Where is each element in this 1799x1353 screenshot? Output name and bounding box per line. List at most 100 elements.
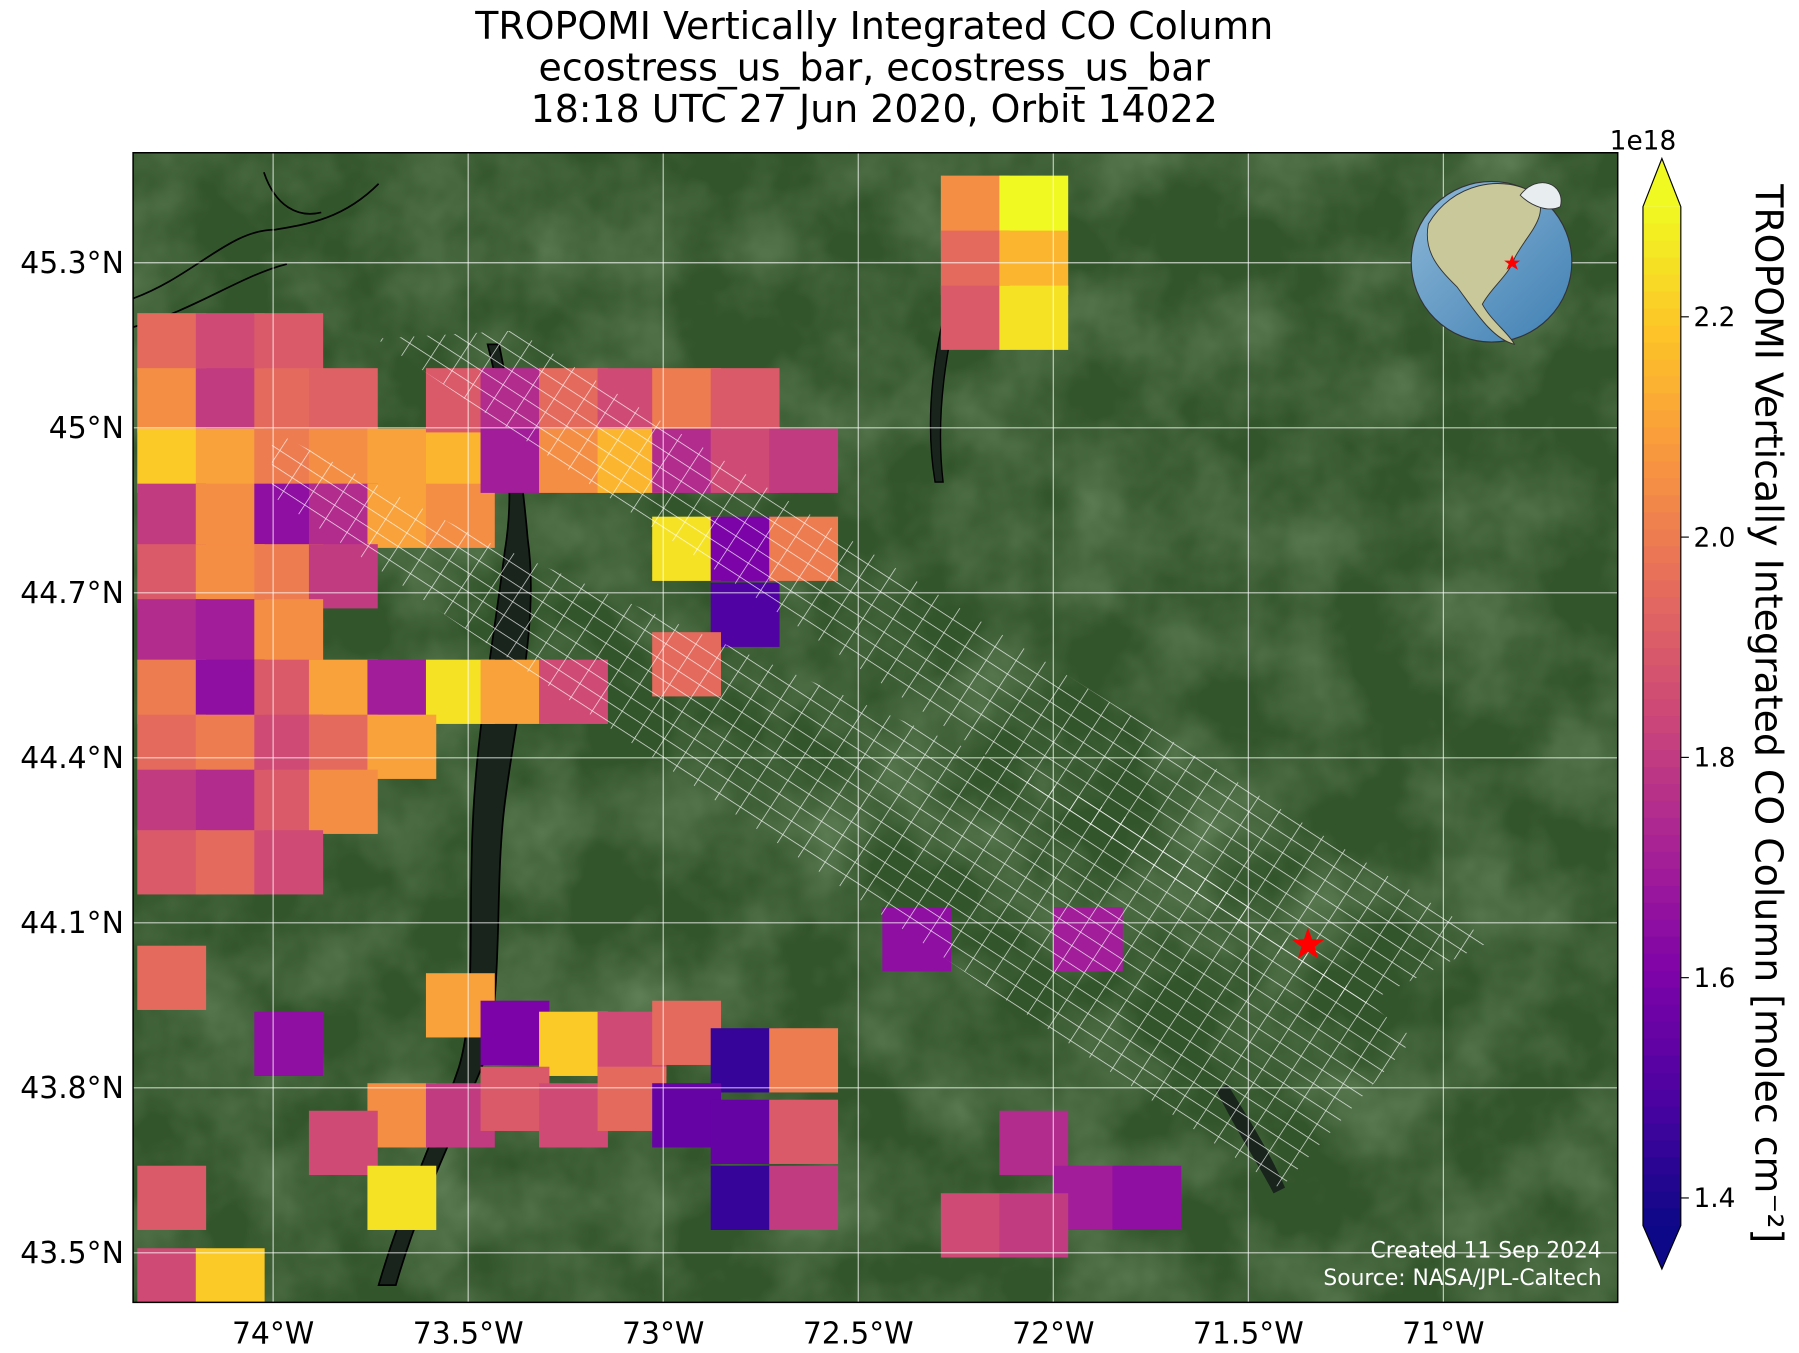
colorbar-segment: [1642, 1038, 1681, 1057]
co-pixel: [137, 313, 207, 378]
y-tick-label: 44.7°N: [20, 576, 124, 611]
co-pixel: [195, 599, 265, 664]
colorbar-segment: [1642, 1208, 1681, 1227]
co-pixel: [137, 945, 207, 1010]
colorbar-segment: [1642, 682, 1681, 700]
co-pixel: [195, 659, 265, 724]
colorbar-segment: [1642, 817, 1681, 836]
co-pixel: [137, 428, 207, 493]
colorbar-segment: [1642, 546, 1681, 564]
axes: 74°W 73.5°W 73°W 72.5°W 72°W 71.5°W 71°W 43.5°N…: [20, 246, 1484, 1352]
colorbar-segment: [1642, 1021, 1681, 1040]
co-pixel: [769, 1099, 839, 1164]
co-pixel: [137, 1248, 207, 1303]
colorbar-segment: [1642, 274, 1681, 293]
co-pixel: [710, 1099, 780, 1164]
y-tick-label: 44.4°N: [20, 741, 124, 776]
colorbar-segment: [1642, 393, 1681, 412]
colorbar-segment: [1642, 919, 1681, 938]
co-pixel: [254, 599, 324, 664]
chart-title: TROPOMI Vertically Integrated CO Column: [474, 4, 1273, 48]
co-pixel: [940, 285, 1010, 350]
co-pixel: [710, 1028, 780, 1093]
co-pixel: [137, 769, 207, 834]
colorbar-segment: [1642, 716, 1681, 734]
colorbar-segment: [1642, 784, 1681, 802]
x-tick-label: 74°W: [232, 1317, 314, 1352]
co-pixel: [999, 1110, 1069, 1175]
y-tick-label: 45°N: [49, 411, 124, 446]
colorbar-segment: [1642, 970, 1681, 989]
co-pixel: [367, 1165, 437, 1230]
co-pixel: [137, 714, 207, 779]
colorbar-offset-label: 1e18: [1610, 126, 1677, 156]
colorbar-label: TROPOMI Vertically Integrated CO Column …: [1746, 183, 1790, 1243]
y-tick-label: 43.8°N: [20, 1071, 124, 1106]
colorbar-segment: [1642, 868, 1681, 887]
colorbar-segment: [1642, 529, 1681, 547]
colorbar-tick-label: 1.8: [1693, 744, 1735, 774]
colorbar-segment: [1642, 1106, 1681, 1125]
co-pixel: [195, 483, 265, 548]
swath-footprint: [271, 430, 1414, 1189]
chart-title: ecostress_us_bar, ecostress_us_bar: [539, 45, 1211, 89]
colorbar-tick-label: 1.4: [1693, 1184, 1735, 1214]
colorbar-segment: [1642, 750, 1681, 768]
colorbar-segment: [1642, 733, 1681, 751]
map-frame: [132, 152, 1619, 1304]
colorbar-segment: [1642, 1174, 1681, 1193]
colorbar-segment: [1642, 936, 1681, 955]
colorbar-segment: [1642, 1055, 1681, 1074]
colorbar-segment: [1642, 563, 1681, 581]
colorbar-segment: [1642, 1089, 1681, 1108]
co-pixel: [254, 1011, 324, 1076]
colorbar-segment: [1642, 767, 1681, 785]
y-tick-label: 45.3°N: [20, 246, 124, 281]
co-pixel: [480, 1066, 550, 1131]
co-pixel: [367, 428, 437, 493]
co-pixel: [769, 428, 839, 493]
co-pixel: [769, 1165, 839, 1230]
colorbar-tick-label: 2.0: [1693, 523, 1735, 553]
co-pixel: [539, 1011, 608, 1076]
colorbar-segment: [1642, 1191, 1681, 1210]
colorbar-segment: [1642, 1004, 1681, 1023]
colorbar-segment: [1642, 885, 1681, 904]
chart-title: 18:18 UTC 27 Jun 2020, Orbit 14022: [531, 87, 1218, 131]
co-pixel: [195, 428, 265, 493]
x-tick-label: 72°W: [1012, 1317, 1094, 1352]
colorbar-segment: [1642, 580, 1681, 598]
map: [133, 152, 1618, 1303]
colorbar-segment: [1642, 206, 1681, 225]
colorbar-segment: [1642, 800, 1681, 819]
co-pixel: [254, 830, 324, 895]
colorbar-segment: [1642, 325, 1681, 344]
colorbar: 1.4 1.6 1.8 2.0 2.2 1e18 TROPOMI Vertically In…: [1610, 126, 1790, 1271]
colorbar-segment: [1642, 427, 1681, 446]
colorbar-segment: [1642, 1157, 1681, 1176]
colorbar-segment: [1642, 342, 1681, 361]
co-pixel: [195, 830, 265, 895]
co-pixel: [195, 1248, 265, 1303]
credit-text: Source: NASA/JPL-Caltech: [1323, 1266, 1601, 1291]
x-tick-label: 71.5°W: [1193, 1317, 1304, 1352]
colorbar-segment: [1642, 631, 1681, 649]
colorbar-segment: [1642, 987, 1681, 1006]
colorbar-segment: [1642, 665, 1681, 683]
colorbar-segment: [1642, 376, 1681, 395]
co-pixel: [999, 175, 1069, 240]
co-pixel: [195, 368, 265, 433]
co-pixel: [137, 544, 207, 609]
y-tick-label: 44.1°N: [20, 906, 124, 941]
co-pixel: [254, 313, 324, 378]
co-pixel: [308, 368, 378, 433]
co-pixel: [999, 285, 1069, 350]
x-tick-label: 73.5°W: [413, 1317, 524, 1352]
co-pixel: [195, 313, 265, 378]
co-pixel: [480, 1000, 550, 1065]
co-pixel: [308, 769, 378, 834]
x-tick-label: 73°W: [622, 1317, 704, 1352]
colorbar-segment: [1642, 834, 1681, 853]
colorbar-segment: [1642, 597, 1681, 615]
